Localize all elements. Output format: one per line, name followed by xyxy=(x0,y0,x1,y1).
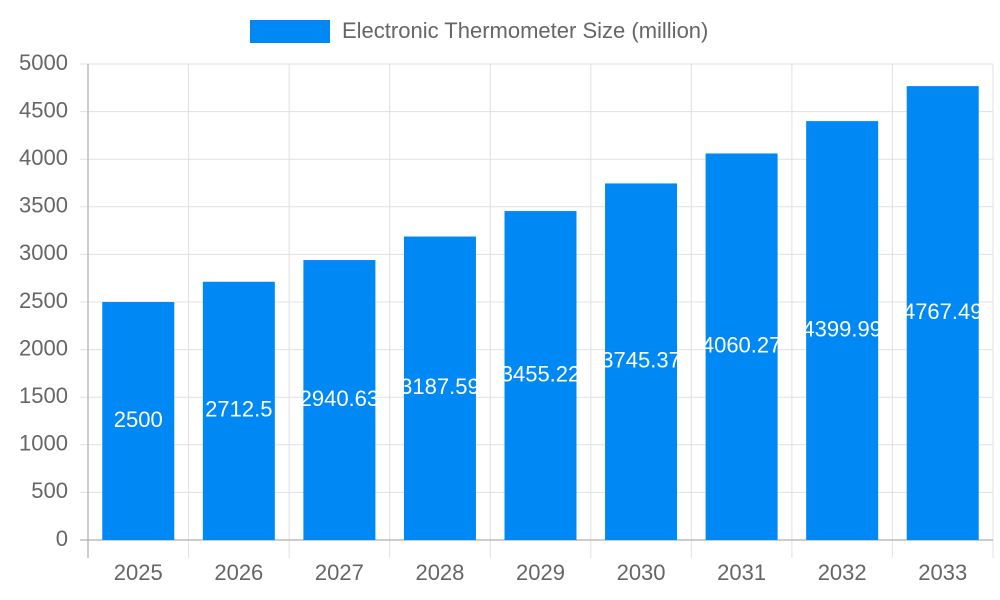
value-label: 4060.27 xyxy=(702,333,782,358)
bar xyxy=(504,211,577,540)
bar xyxy=(202,281,275,540)
bar xyxy=(806,121,879,541)
value-label: 2940.63 xyxy=(300,386,380,411)
x-tick-label: 2027 xyxy=(315,560,364,585)
legend-swatch[interactable] xyxy=(250,20,330,43)
value-label: 2500 xyxy=(114,407,163,432)
bar xyxy=(705,153,778,541)
y-tick-label: 4000 xyxy=(19,145,68,170)
y-tick-label: 1000 xyxy=(19,431,68,456)
y-tick-label: 5000 xyxy=(19,50,68,75)
x-tick-label: 2026 xyxy=(214,560,263,585)
x-tick-label: 2033 xyxy=(918,560,967,585)
value-label: 4399.99 xyxy=(802,316,882,341)
bar xyxy=(906,86,979,540)
x-tick-label: 2028 xyxy=(415,560,464,585)
x-tick-label: 2025 xyxy=(114,560,163,585)
bar xyxy=(403,236,476,540)
value-label: 2712.5 xyxy=(205,397,272,422)
y-tick-label: 1500 xyxy=(19,383,68,408)
bar xyxy=(605,183,678,540)
x-tick-label: 2032 xyxy=(818,560,867,585)
legend-label[interactable]: Electronic Thermometer Size (million) xyxy=(342,18,708,43)
y-tick-label: 500 xyxy=(31,478,68,503)
y-tick-label: 4500 xyxy=(19,97,68,122)
value-label: 3745.37 xyxy=(601,348,681,373)
bar xyxy=(303,260,376,540)
value-label: 3455.22 xyxy=(501,361,581,386)
value-label: 3187.59 xyxy=(400,374,480,399)
bar xyxy=(102,302,175,540)
y-tick-label: 3500 xyxy=(19,193,68,218)
x-tick-label: 2029 xyxy=(516,560,565,585)
y-tick-label: 2000 xyxy=(19,335,68,360)
value-label: 4767.49 xyxy=(903,299,983,324)
y-tick-label: 0 xyxy=(56,526,68,551)
y-tick-label: 3000 xyxy=(19,240,68,265)
x-tick-label: 2031 xyxy=(717,560,766,585)
x-tick-label: 2030 xyxy=(617,560,666,585)
y-tick-label: 2500 xyxy=(19,288,68,313)
